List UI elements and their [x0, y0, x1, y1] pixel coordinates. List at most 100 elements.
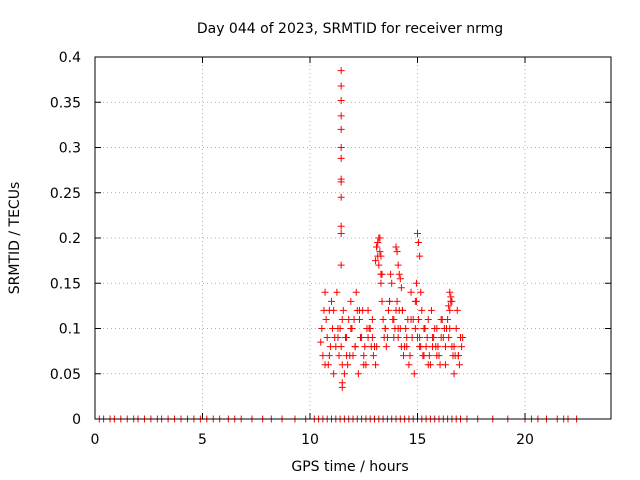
data-point — [337, 222, 345, 230]
y-tick-label: 0.25 — [50, 186, 81, 202]
data-point — [375, 261, 383, 269]
data-point — [339, 306, 347, 314]
y-tick-label: 0.05 — [50, 367, 81, 383]
y-tick-label: 0.3 — [59, 141, 81, 157]
data-point — [319, 352, 327, 360]
data-point — [374, 239, 382, 247]
data-point — [415, 239, 423, 247]
data-point — [415, 315, 423, 323]
data-point — [445, 302, 453, 310]
data-point — [337, 125, 345, 133]
data-point — [398, 306, 406, 314]
data-point — [337, 67, 345, 75]
data-point — [377, 279, 385, 287]
data-point — [436, 361, 444, 369]
data-points — [95, 67, 581, 423]
data-point — [337, 343, 345, 351]
data-point — [397, 343, 405, 351]
data-point — [454, 352, 462, 360]
y-axis-label: SRMTID / TECUs — [7, 182, 23, 295]
data-point — [343, 352, 351, 360]
data-point — [402, 325, 410, 332]
x-tick-label: 20 — [516, 432, 534, 448]
data-point — [403, 334, 411, 342]
data-point — [411, 325, 419, 332]
y-tick-label: 0 — [72, 412, 81, 428]
data-point — [392, 306, 400, 314]
data-point — [329, 325, 337, 332]
data-point — [330, 370, 338, 378]
data-point — [381, 325, 389, 332]
data-point — [422, 343, 430, 351]
data-point — [418, 306, 426, 314]
data-point — [445, 334, 453, 342]
data-point — [318, 325, 326, 332]
y-tick-label: 0.4 — [59, 50, 81, 66]
data-point — [400, 352, 408, 360]
data-point — [317, 338, 325, 346]
y-tick-label: 0.15 — [50, 276, 81, 292]
data-point — [337, 229, 345, 237]
data-point — [397, 284, 405, 292]
x-tick-label: 10 — [301, 432, 319, 448]
data-point — [337, 82, 345, 90]
data-point — [341, 334, 349, 342]
data-point — [369, 352, 377, 360]
data-point — [425, 352, 433, 360]
data-point — [325, 306, 333, 314]
data-point — [372, 361, 380, 369]
data-point — [375, 234, 383, 242]
data-point — [336, 325, 344, 332]
data-point — [378, 297, 386, 305]
data-point — [412, 279, 420, 287]
y-tick-label: 0.35 — [50, 95, 81, 111]
data-point — [410, 370, 418, 378]
data-point — [417, 288, 425, 296]
data-point — [444, 315, 452, 323]
data-point — [424, 315, 432, 323]
data-point — [344, 361, 352, 369]
grid — [95, 57, 611, 419]
data-point — [446, 288, 454, 296]
y-tick-label: 0.1 — [59, 322, 81, 338]
data-point — [351, 343, 359, 351]
data-point — [386, 297, 394, 305]
data-point — [368, 315, 376, 323]
y-tick-label: 0.2 — [59, 231, 81, 247]
data-point — [396, 275, 404, 283]
data-point — [376, 248, 384, 256]
data-point — [384, 306, 392, 314]
data-point — [416, 252, 424, 260]
data-point — [347, 325, 355, 332]
data-point — [360, 361, 368, 369]
data-point — [446, 325, 454, 332]
data-point — [390, 334, 398, 342]
data-point — [427, 306, 435, 314]
data-point — [360, 352, 368, 360]
data-point — [407, 315, 415, 323]
data-point — [431, 325, 439, 332]
data-point — [441, 343, 449, 351]
data-point — [448, 343, 456, 351]
data-point — [325, 352, 333, 360]
data-point — [416, 343, 424, 351]
data-point — [448, 297, 456, 305]
data-point — [433, 352, 441, 360]
data-point — [338, 379, 346, 387]
data-point — [394, 261, 402, 269]
data-point — [379, 315, 387, 323]
data-point — [455, 361, 463, 369]
data-point — [354, 370, 362, 378]
data-point — [447, 293, 455, 301]
data-point — [389, 315, 397, 323]
data-point — [377, 252, 385, 260]
data-point — [405, 361, 413, 369]
data-point — [337, 112, 345, 120]
data-point — [395, 270, 403, 278]
data-point — [328, 297, 335, 305]
data-point — [450, 370, 458, 378]
data-point — [373, 243, 381, 251]
data-point — [372, 257, 380, 265]
